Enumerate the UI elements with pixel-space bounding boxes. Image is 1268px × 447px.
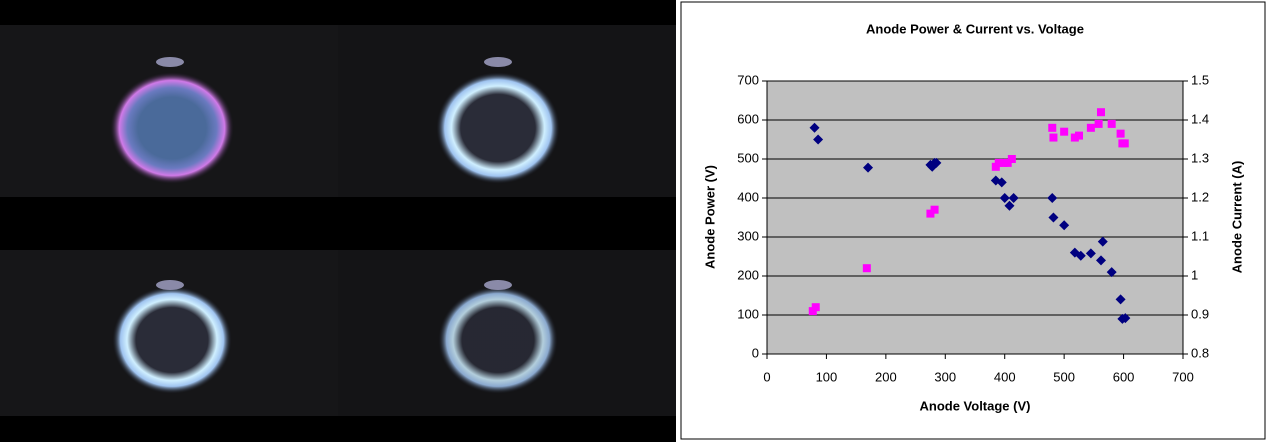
chart-title: Anode Power & Current vs. Voltage [866,21,1084,36]
y-tick-label: 600 [737,111,759,126]
diamond-marker [1085,248,1096,259]
square-marker [1048,123,1057,132]
x-tick-label: 200 [875,369,897,384]
diamond-marker [1120,313,1131,324]
y-tick-label: 0 [752,345,759,360]
diamond-marker [931,157,942,168]
diamond-marker [1047,193,1058,203]
diamond-marker [863,162,874,173]
square-marker [1070,133,1079,142]
y-tick-label: 200 [737,267,759,282]
square-marker [926,209,935,218]
plasma-ring [112,286,232,394]
x-tick-label: 100 [816,369,838,384]
square-marker [1094,119,1103,128]
y-tick-label: 500 [737,150,759,165]
square-marker [999,158,1008,167]
y2-tick-label: 1.2 [1191,189,1209,204]
y2-tick-label: 1 [1191,267,1198,282]
diamond-marker [1075,250,1086,261]
square-marker [862,264,871,273]
square-marker [1107,119,1116,128]
photo-grid [0,0,676,442]
square-marker [1075,131,1083,140]
y-tick-label: 700 [737,72,759,87]
square-marker [1007,155,1016,163]
x-tick-label: 400 [994,369,1016,384]
diamond-marker [1106,267,1117,278]
x-tick-label: 600 [1113,369,1135,384]
diamond-marker [1115,294,1126,305]
y2-tick-label: 0.9 [1191,306,1209,321]
diamond-marker [813,134,824,145]
x-tick-label: 300 [934,369,956,384]
square-marker [1096,108,1105,117]
diamond-marker [1048,212,1059,223]
plasma-ring [110,72,234,184]
cathode [156,57,184,67]
diamond-marker [996,177,1007,188]
y2-tick-label: 1.5 [1191,72,1209,87]
diamond-marker [1095,255,1106,266]
square-marker [1060,127,1069,136]
square-marker [1049,133,1058,142]
plasma-ring [436,72,560,184]
y-axis-label: Anode Power (V) [702,165,717,269]
square-marker [930,205,939,214]
square-marker [1120,139,1129,148]
cathode [484,57,512,67]
plasma-ring [438,286,558,394]
diamond-marker [1097,236,1108,247]
diamond-marker [999,193,1010,203]
diamond-marker [1004,200,1015,211]
y-tick-label: 400 [737,189,759,204]
square-marker [994,158,1003,167]
cathode [156,280,184,290]
square-marker [811,303,820,312]
square-marker [1116,129,1125,138]
cathode [484,280,512,290]
x-axis-label: Anode Voltage (V) [920,398,1031,413]
y-tick-label: 100 [737,306,759,321]
x-tick-label: 0 [763,369,770,384]
square-marker [1086,123,1095,132]
y2-axis-label: Anode Current (A) [1229,161,1244,274]
y2-tick-label: 1.3 [1191,150,1209,165]
diamond-marker [809,122,820,133]
diamond-marker [1059,220,1070,231]
x-tick-label: 700 [1172,369,1194,384]
square-marker [1003,158,1012,167]
y2-tick-label: 1.1 [1191,228,1209,243]
y2-tick-label: 0.8 [1191,345,1209,360]
y-tick-label: 300 [737,228,759,243]
x-tick-label: 500 [1053,369,1075,384]
plot-area [766,80,1184,355]
diamond-marker [1008,193,1019,203]
y2-tick-label: 1.4 [1191,111,1209,126]
